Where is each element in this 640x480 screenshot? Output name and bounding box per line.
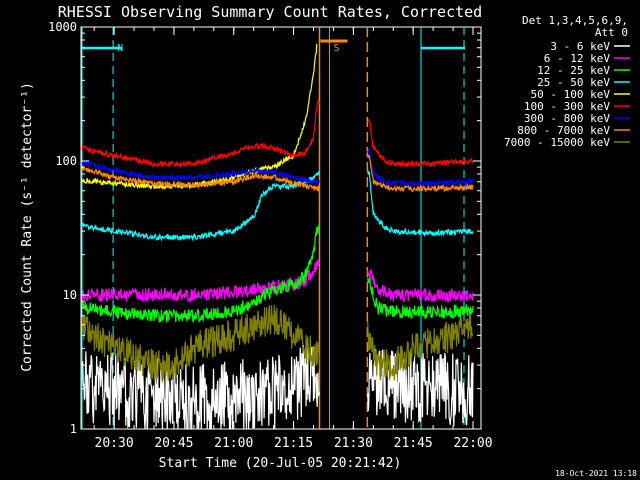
series-line (367, 169, 474, 238)
legend-label: 12 - 25 keV (537, 64, 610, 77)
marker-label: S (333, 43, 339, 54)
plot-border (80, 26, 482, 430)
y-tick-label: 1000 (48, 20, 77, 34)
y-tick-label: 1 (70, 422, 77, 436)
legend-label: 3 - 6 keV (550, 40, 610, 53)
legend-label: 800 - 7000 keV (517, 124, 610, 137)
plot-frame (80, 26, 482, 430)
series-line (367, 154, 474, 193)
series-line (367, 312, 474, 381)
x-tick-label: 21:00 (214, 436, 253, 451)
legend-label: 300 - 800 keV (524, 112, 610, 125)
legend-label: 6 - 12 keV (544, 52, 611, 65)
series-line (81, 98, 320, 168)
series-line (81, 344, 320, 430)
legend-label: 7000 - 15000 keV (504, 136, 610, 149)
series-line (367, 269, 474, 303)
legend-header: Det 1,3,4,5,6,9, (522, 14, 628, 27)
axes-layer: 1 10 100 1000 20:30 20:45 21:00 21:15 21:30 21:45… (48, 20, 493, 451)
legend-label: 25 - 50 keV (537, 76, 610, 89)
footer-timestamp: 18-Oct-2021 13:18 (555, 469, 637, 478)
series-line (81, 166, 320, 193)
series-line (367, 277, 474, 320)
series-line (367, 147, 474, 188)
series-line (81, 170, 320, 242)
x-tick-label: 21:30 (334, 436, 373, 451)
legend-label: 100 - 300 keV (524, 100, 610, 113)
x-tick-label: 21:45 (394, 436, 433, 451)
series-line (81, 259, 320, 303)
series-line (367, 118, 474, 168)
x-tick-label: 20:45 (154, 436, 193, 451)
y-axis-label: Corrected Count Rate (s⁻¹ detector⁻¹) (20, 82, 35, 372)
x-axis-label: Start Time (20-Jul-05 20:21:42) (159, 456, 402, 471)
series-line (81, 160, 320, 186)
x-tick-label: 22:00 (453, 436, 492, 451)
y-tick-label: 100 (55, 154, 77, 168)
legend-label: 50 - 100 keV (531, 88, 611, 101)
chart-title: RHESSI Observing Summary Count Rates, Co… (58, 3, 482, 21)
series-layer (81, 43, 474, 430)
y-tick-label: 10 (63, 288, 77, 302)
series-line (81, 223, 320, 323)
marker-label: N (117, 43, 123, 54)
series-line (81, 43, 318, 190)
x-tick-label: 20:30 (95, 436, 134, 451)
series-line (81, 304, 320, 384)
legend-header: Att 0 (595, 26, 628, 39)
x-tick-label: 21:15 (274, 436, 313, 451)
series-line (367, 348, 474, 427)
